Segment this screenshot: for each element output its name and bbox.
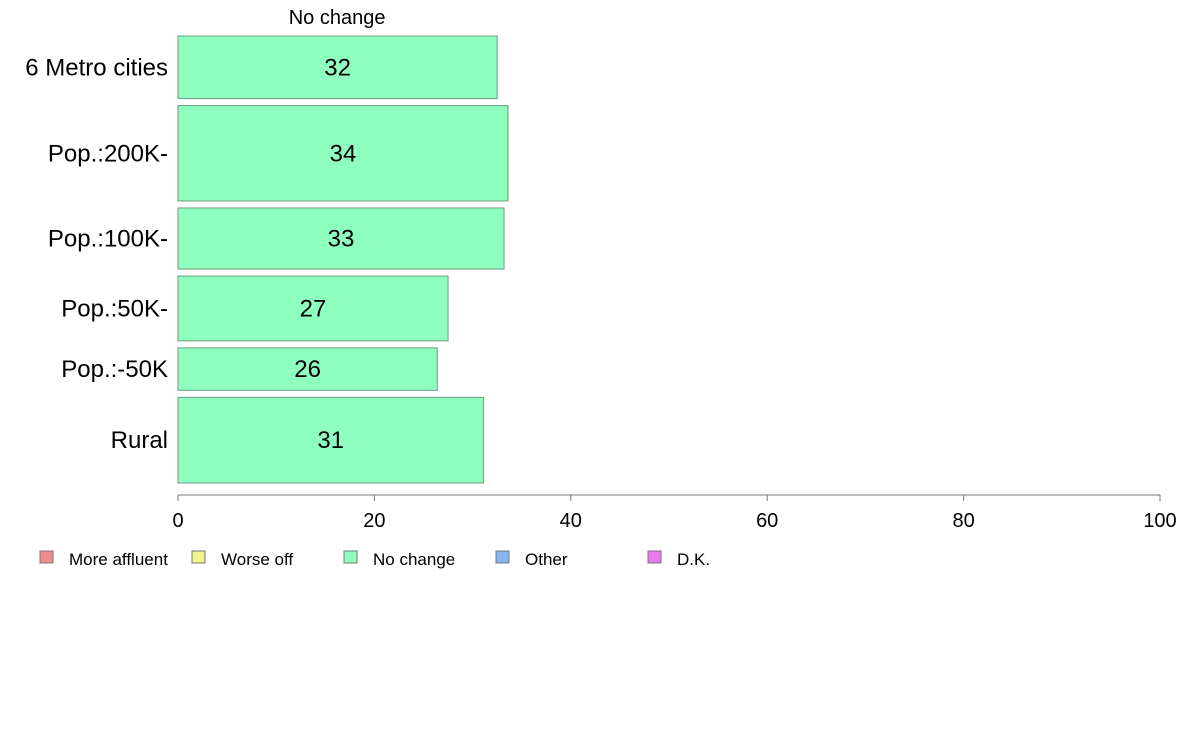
bar-value-label: 27 (300, 295, 327, 322)
series-title: No change (289, 7, 386, 29)
category-label: Pop.:-50K (61, 356, 168, 383)
legend-swatch (39, 550, 54, 564)
legend-swatch (343, 550, 358, 564)
x-tick-label: 20 (363, 510, 385, 532)
category-label: 6 Metro cities (25, 54, 168, 81)
legend: More affluent Worse off No change Other D.K. (39, 550, 710, 569)
bar-value-label: 31 (317, 427, 344, 454)
category-label: Pop.:200K- (48, 140, 168, 167)
legend-swatch (647, 550, 662, 564)
x-tick-label: 40 (560, 510, 582, 532)
bar (177, 347, 438, 391)
category-labels-group: 6 Metro cities Pop.:200K- Pop.:100K- Pop.:5… (25, 54, 168, 454)
bar-value-label: 26 (294, 356, 321, 383)
bar (177, 396, 484, 484)
category-label: Pop.:50K- (61, 295, 168, 322)
x-tick-label: 0 (172, 510, 183, 532)
bar (177, 35, 498, 100)
bar (177, 275, 449, 342)
legend-label: More affluent (69, 550, 168, 569)
legend-swatch (495, 550, 510, 564)
legend-label: Worse off (221, 550, 293, 569)
bar-value-label: 34 (330, 140, 357, 167)
category-label: Rural (111, 427, 168, 454)
bar (177, 105, 509, 202)
x-tick-label: 100 (1143, 510, 1176, 532)
legend-label: Other (525, 550, 568, 569)
legend-label: D.K. (677, 550, 710, 569)
bar-value-label: 32 (324, 54, 351, 81)
bars-group (177, 35, 509, 484)
bar-value-label: 33 (328, 225, 355, 252)
category-label: Pop.:100K- (48, 225, 168, 252)
bar-labels-group: 32 34 33 27 26 31 (294, 54, 356, 454)
x-tick-label: 60 (756, 510, 778, 532)
legend-label: No change (373, 550, 455, 569)
x-axis: 0 20 40 60 80 100 (172, 494, 1177, 532)
bar (177, 207, 505, 270)
legend-swatch (191, 550, 206, 564)
x-tick-label: 80 (952, 510, 974, 532)
